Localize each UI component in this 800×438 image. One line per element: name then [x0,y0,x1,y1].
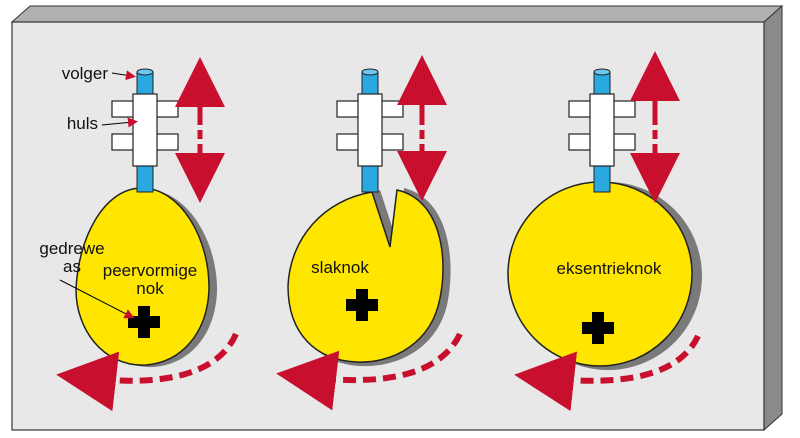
shaft-leader-line [59,279,135,319]
snail-cam-label: slaknok [311,258,369,277]
follower-label: volger [62,64,109,83]
sleeve-label: huls [67,114,98,133]
panel-side-edge [763,4,783,432]
sleeve [132,93,158,167]
snail-cam-mechanism [276,55,463,411]
pear-cam-label-line2: nok [136,279,164,298]
follower-rod-top [593,68,611,76]
follower-leader-line [111,70,136,81]
rotation-arrow [56,332,239,412]
pear-cam-mechanism [56,57,239,412]
pear-cam-label-line1: peervormige [103,261,198,280]
follower-rod-top [361,68,379,76]
sleeve [589,93,615,167]
driven-shaft-label-line1: gedrewe [39,239,104,258]
rotation-arrow [514,334,701,412]
shaft-cross-icon [128,306,160,338]
eccentric-cam-mechanism [507,51,702,412]
follower-rod-top [136,68,154,76]
sleeve [357,93,383,167]
pear-cam [75,187,210,366]
rotation-arrow [276,332,463,411]
eccentric-cam-label: eksentrieknok [557,259,662,278]
shaft-cross-icon [346,289,378,321]
snail-cam [287,189,444,363]
shaft-cross-icon [582,312,614,344]
driven-shaft-label-line2: as [63,257,81,276]
panel-top-edge [10,5,784,23]
sleeve-leader-line [101,117,138,128]
